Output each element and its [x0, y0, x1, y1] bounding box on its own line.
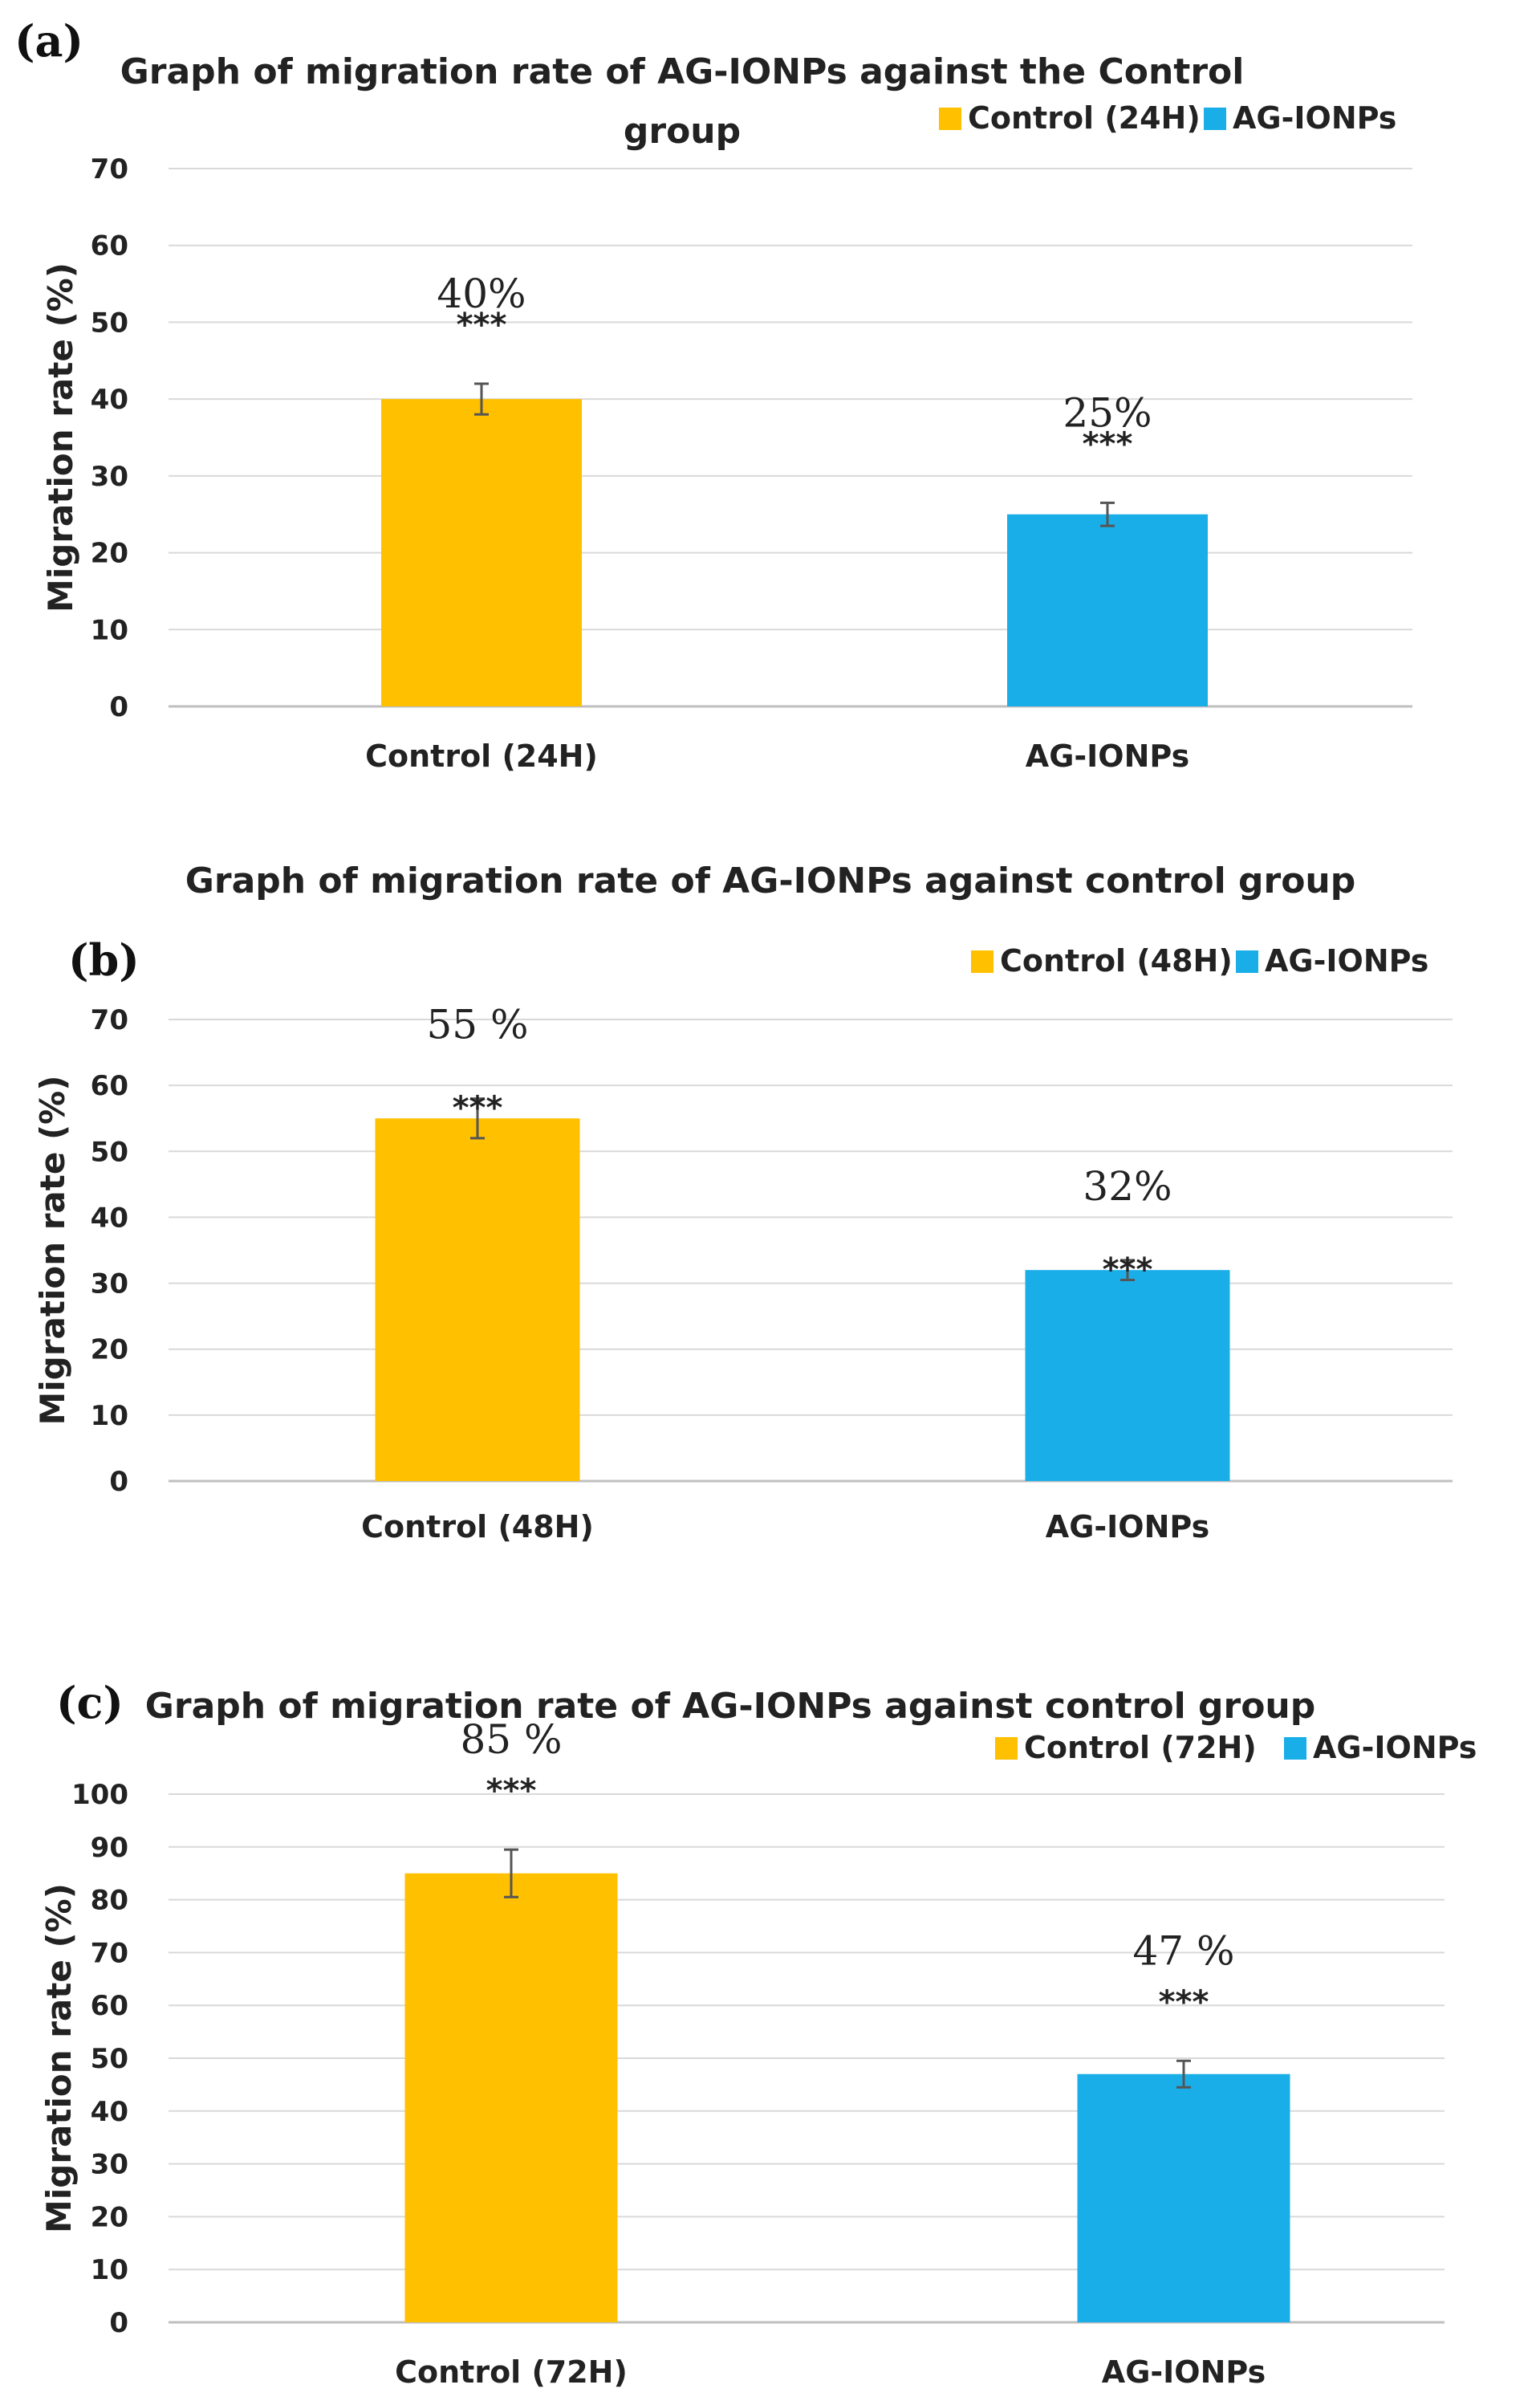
bar	[1007, 514, 1208, 706]
significance-label: ***	[1103, 1251, 1153, 1288]
panel-b: (b) Graph of migration rate of AG-IONPs a…	[0, 835, 1540, 1581]
legend-swatch	[1236, 950, 1258, 973]
data-label: 25%	[1063, 389, 1152, 436]
chart-title-line: group	[624, 111, 741, 152]
chart-title-line: Graph of migration rate of AG-IONPs agai…	[185, 861, 1356, 901]
legend-swatch	[971, 950, 993, 973]
y-tick-label: 100	[71, 1779, 128, 1811]
y-tick-label: 70	[91, 153, 128, 185]
x-category-label: Control (48H)	[361, 1509, 594, 1544]
significance-label: ***	[1159, 1984, 1209, 2020]
legend-label: Control (48H)	[1000, 943, 1233, 979]
significance-label: ***	[1083, 425, 1133, 462]
y-tick-label: 80	[91, 1885, 128, 1917]
chart-b-svg: (b) Graph of migration rate of AG-IONPs a…	[33, 861, 1453, 1544]
bar	[404, 1873, 618, 2322]
y-tick-label: 50	[91, 307, 128, 339]
data-label: 32%	[1083, 1163, 1172, 1210]
data-label: 47 %	[1132, 1927, 1234, 1974]
bar	[375, 1118, 580, 1481]
chart-c-svg: (c) Graph of migration rate of AG-IONPs a…	[39, 1677, 1477, 2390]
panel-letter: (c)	[56, 1677, 124, 1728]
y-tick-label: 70	[91, 1937, 128, 1969]
y-tick-label: 20	[91, 538, 128, 570]
y-axis-label: Migration rate (%)	[41, 262, 80, 612]
y-tick-label: 40	[91, 2096, 128, 2128]
x-category-label: AG-IONPs	[1026, 739, 1189, 774]
y-tick-label: 90	[91, 1832, 128, 1864]
x-category-label: Control (24H)	[365, 739, 598, 774]
y-tick-label: 30	[91, 461, 128, 493]
chart-a-svg: (a) Graph of migration rate of AG-IONPs a…	[14, 15, 1412, 774]
legend-swatch	[939, 108, 961, 130]
chart-title-line: Graph of migration rate of AG-IONPs agai…	[145, 1686, 1316, 1727]
x-category-label: AG-IONPs	[1102, 2354, 1266, 2390]
bar	[381, 399, 582, 706]
data-label: 55 %	[426, 1002, 528, 1048]
y-tick-label: 30	[91, 1268, 128, 1300]
panel-c: (c) Graph of migration rate of AG-IONPs a…	[0, 1638, 1540, 2405]
y-axis-label: Migration rate (%)	[33, 1076, 72, 1426]
panel-letter: (b)	[68, 934, 140, 986]
y-tick-label: 20	[91, 1334, 128, 1366]
y-tick-label: 10	[91, 1400, 128, 1432]
legend-label: Control (24H)	[968, 100, 1201, 136]
legend-swatch	[1204, 108, 1226, 130]
y-tick-label: 10	[91, 2254, 128, 2286]
panel-a: (a) Graph of migration rate of AG-IONPs a…	[0, 0, 1540, 787]
y-tick-label: 60	[91, 1990, 128, 2022]
legend-swatch	[995, 1737, 1018, 1760]
chart-title-line: Graph of migration rate of AG-IONPs agai…	[120, 51, 1245, 92]
y-tick-label: 50	[91, 1136, 128, 1168]
y-tick-label: 30	[91, 2149, 128, 2181]
y-tick-label: 60	[91, 230, 128, 262]
y-tick-label: 60	[91, 1070, 128, 1102]
y-tick-label: 40	[91, 384, 128, 416]
data-label: 85 %	[460, 1716, 562, 1763]
y-tick-label: 40	[91, 1202, 128, 1234]
x-category-label: AG-IONPs	[1046, 1509, 1209, 1544]
significance-label: ***	[453, 1090, 503, 1127]
y-tick-label: 20	[91, 2201, 128, 2233]
y-tick-label: 70	[91, 1004, 128, 1036]
y-tick-label: 0	[109, 691, 128, 723]
y-tick-label: 10	[91, 614, 128, 646]
data-label: 40%	[437, 271, 526, 317]
y-tick-label: 0	[109, 1466, 128, 1498]
legend-label: Control (72H)	[1024, 1730, 1257, 1765]
panel-letter: (a)	[14, 15, 83, 67]
bar	[1025, 1270, 1230, 1481]
legend-swatch	[1284, 1737, 1306, 1760]
legend-label: AG-IONPs	[1313, 1730, 1477, 1765]
bar	[1077, 2073, 1290, 2322]
y-axis-label: Migration rate (%)	[39, 1883, 79, 2233]
x-category-label: Control (72H)	[395, 2354, 628, 2390]
legend-label: AG-IONPs	[1265, 943, 1428, 979]
y-tick-label: 50	[91, 2043, 128, 2075]
y-tick-label: 0	[109, 2307, 128, 2339]
significance-label: ***	[457, 307, 507, 344]
significance-label: ***	[486, 1772, 537, 1809]
legend-label: AG-IONPs	[1233, 100, 1396, 136]
